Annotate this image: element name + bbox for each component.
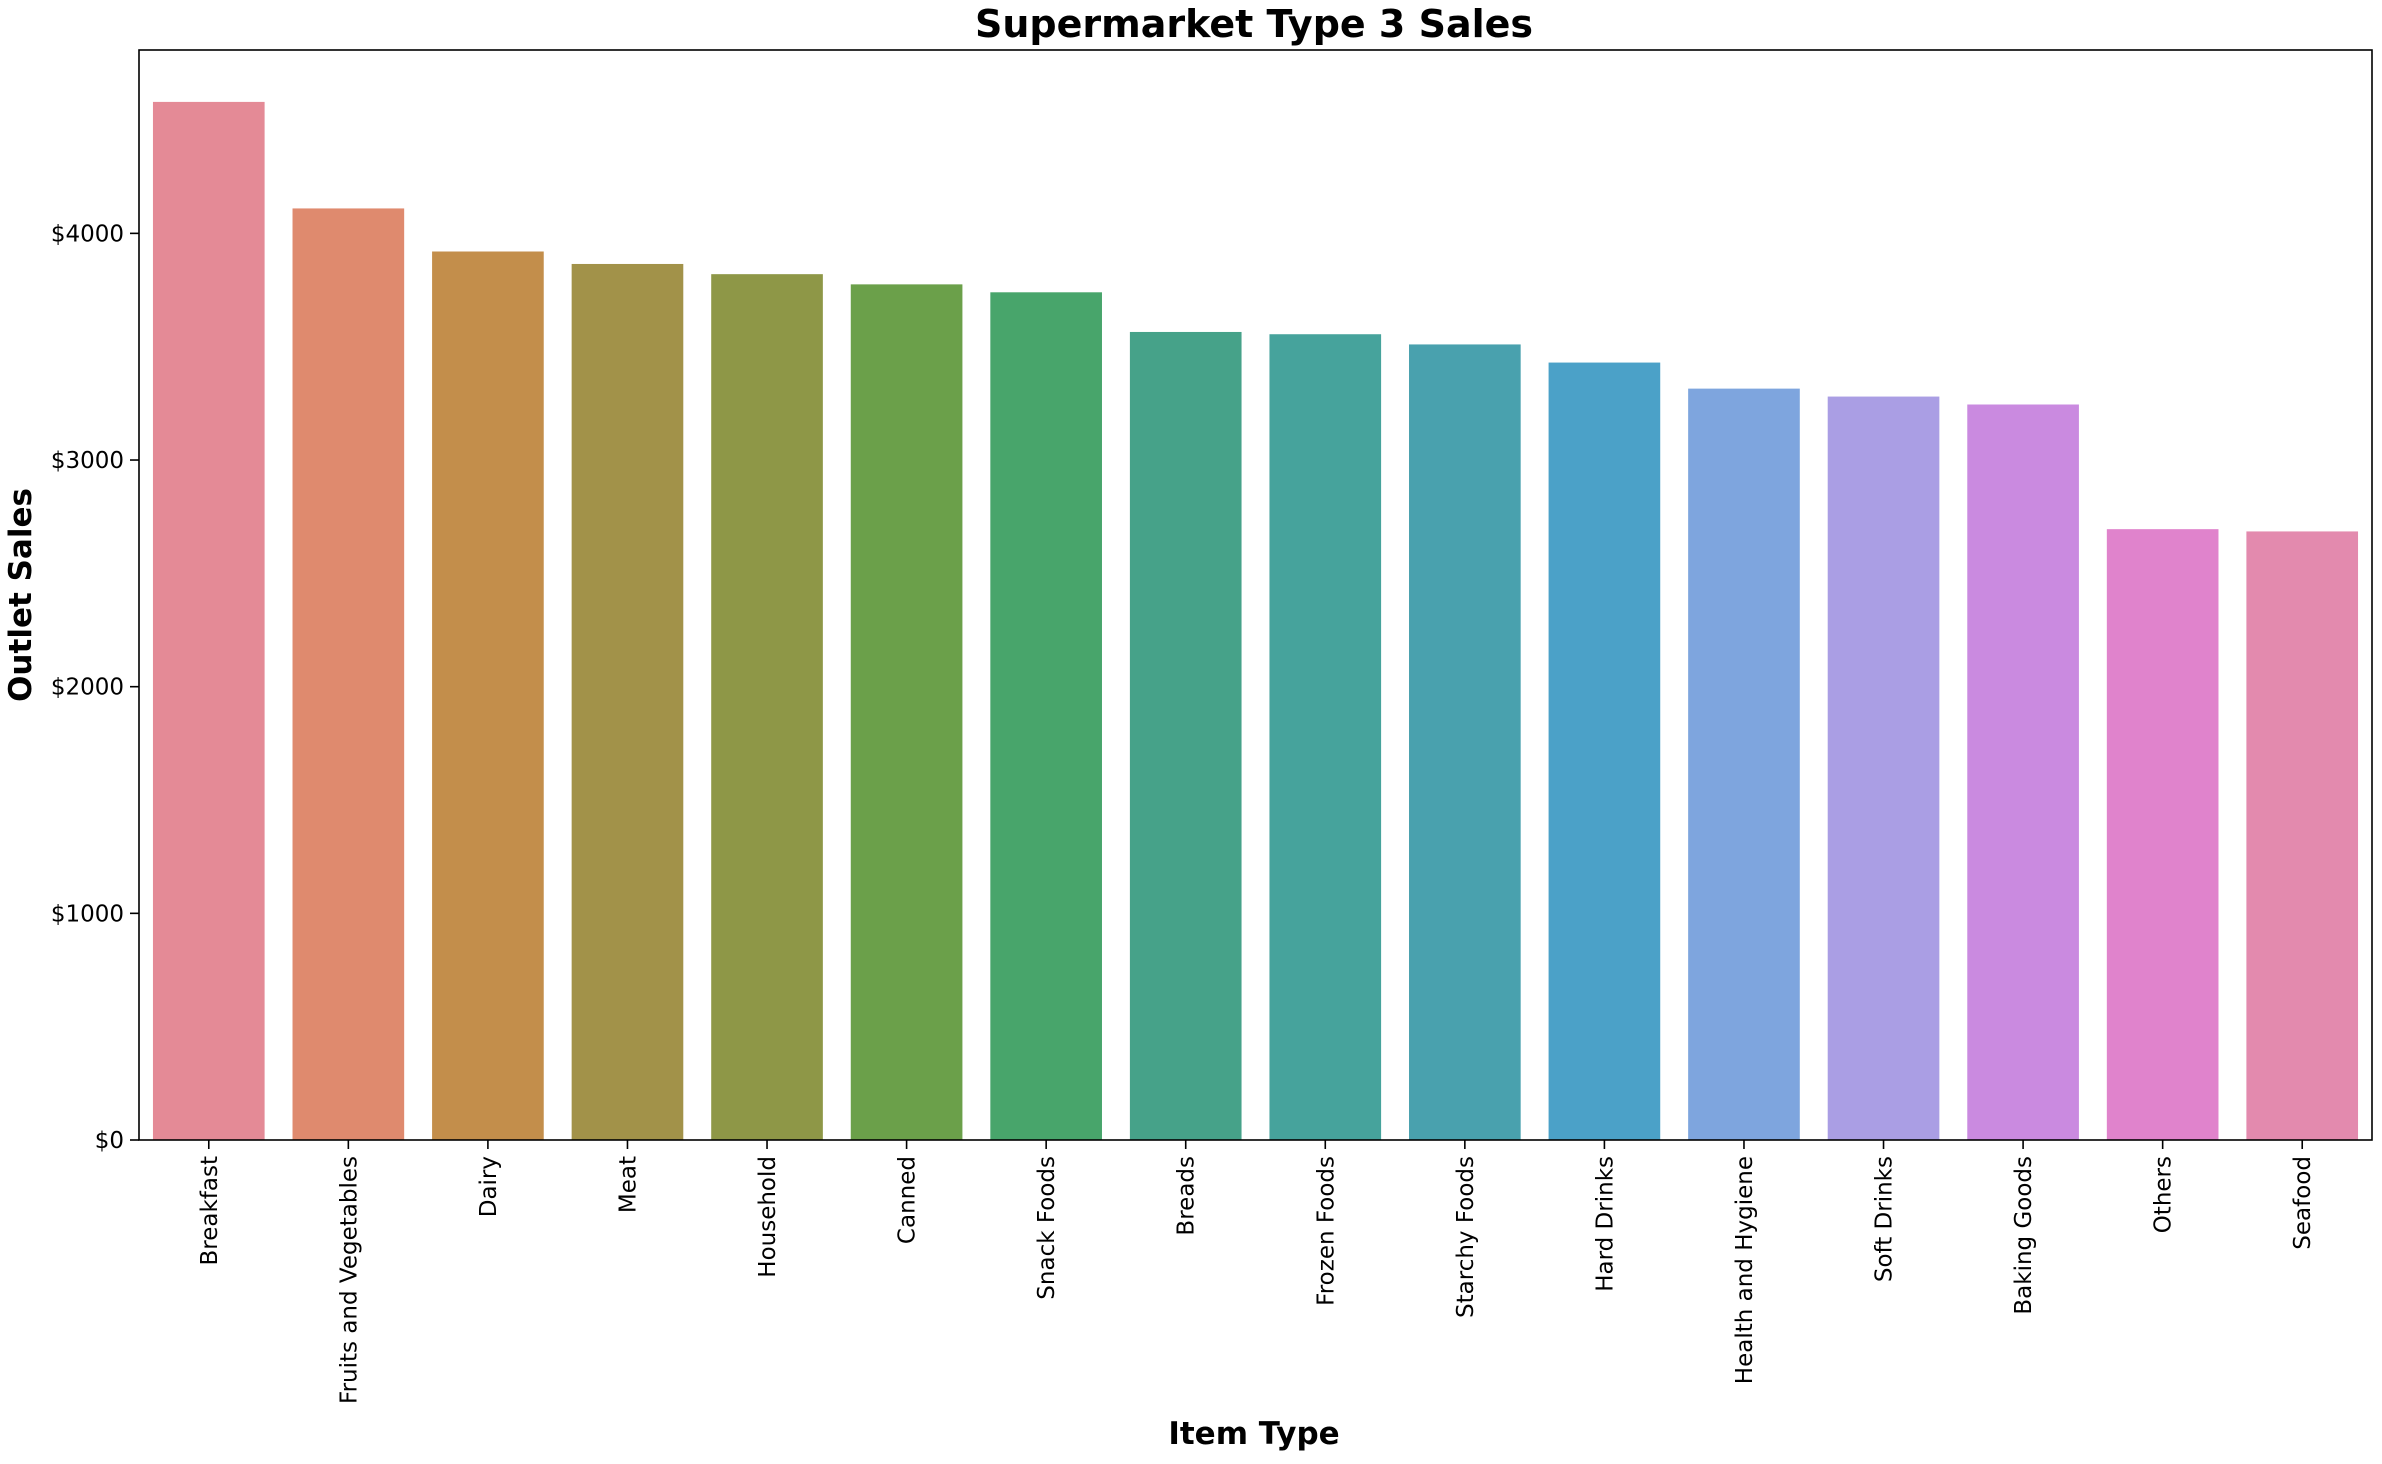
x-axis: Breakfast Fruits and Vegetables Dairy Meat H…: [197, 1140, 2316, 1404]
x-tick-label-11: Health and Hygiene: [1732, 1156, 1758, 1384]
x-tick-label-1: Fruits and Vegetables: [336, 1156, 362, 1404]
plot-frame: [138, 49, 2373, 1141]
bar-11: [1688, 388, 1800, 1140]
y-tick-label-4: $4000: [51, 221, 124, 247]
x-tick-label-2: Dairy: [476, 1156, 502, 1217]
bars-group: [152, 101, 2359, 1141]
bar-13: [1967, 404, 2079, 1140]
bar-6: [990, 292, 1102, 1141]
bar-9: [1409, 344, 1521, 1140]
bar-7: [1129, 331, 1242, 1140]
bar-14: [2106, 529, 2219, 1140]
x-tick-label-9: Starchy Foods: [1453, 1156, 1479, 1318]
bar-15: [2246, 531, 2359, 1140]
bar-8: [1269, 334, 1382, 1140]
x-tick-label-14: Others: [2151, 1156, 2177, 1233]
y-tick-label-0: $0: [95, 1128, 124, 1154]
bar-1: [292, 208, 405, 1140]
y-tick-label-1: $1000: [51, 901, 124, 927]
x-axis-label: Item Type: [1168, 1416, 1339, 1452]
x-tick-label-7: Breads: [1174, 1156, 1200, 1236]
x-tick-label-5: Canned: [895, 1156, 921, 1244]
x-tick-label-4: Household: [755, 1156, 781, 1278]
x-tick-label-13: Baking Goods: [2011, 1156, 2037, 1315]
bar-4: [711, 274, 823, 1140]
bar-2: [432, 251, 544, 1140]
x-tick-label-10: Hard Drinks: [1592, 1156, 1618, 1292]
x-tick-label-6: Snack Foods: [1034, 1156, 1060, 1300]
bar-5: [850, 284, 963, 1140]
y-tick-label-2: $2000: [51, 675, 124, 701]
bar-0: [152, 101, 265, 1140]
y-axis-label: Outlet Sales: [3, 488, 39, 702]
x-tick-label-15: Seafood: [2290, 1156, 2316, 1250]
bar-10: [1548, 362, 1661, 1140]
x-tick-label-8: Frozen Foods: [1313, 1156, 1339, 1306]
y-tick-label-3: $3000: [51, 448, 124, 474]
chart-title: Supermarket Type 3 Sales: [975, 2, 1533, 46]
x-tick-label-12: Soft Drinks: [1872, 1156, 1898, 1282]
x-tick-label-0: Breakfast: [197, 1156, 223, 1266]
x-tick-label-3: Meat: [615, 1156, 641, 1213]
bar-12: [1827, 396, 1940, 1140]
y-axis: $0 $1000 $2000 $3000 $4000: [51, 221, 139, 1154]
bar-3: [571, 263, 684, 1141]
